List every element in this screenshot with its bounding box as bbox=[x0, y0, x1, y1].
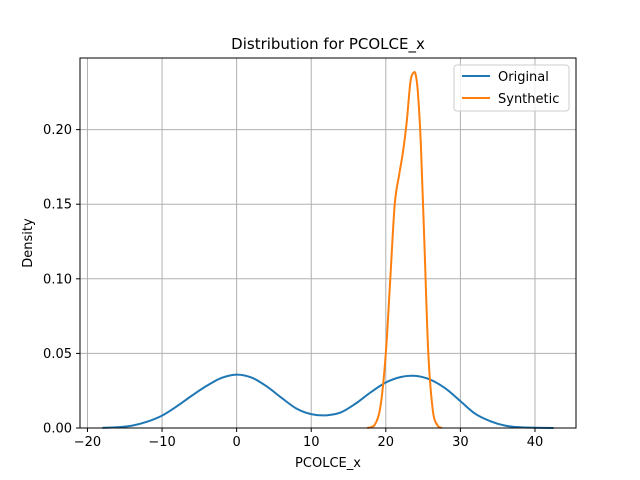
x-tick-label: 0 bbox=[232, 435, 240, 450]
chart-title: Distribution for PCOLCE_x bbox=[231, 35, 425, 54]
x-tick-label: −10 bbox=[148, 435, 175, 450]
x-axis-label: PCOLCE_x bbox=[295, 456, 361, 471]
x-tick-label: 20 bbox=[378, 435, 395, 450]
legend-label-original: Original bbox=[498, 70, 549, 85]
y-tick-label: 0.10 bbox=[43, 272, 72, 287]
y-tick-label: 0.15 bbox=[43, 198, 72, 213]
y-tick-label: 0.00 bbox=[43, 422, 72, 437]
x-tick-label: −20 bbox=[74, 435, 101, 450]
legend-label-synthetic: Synthetic bbox=[498, 92, 559, 107]
y-tick-label: 0.20 bbox=[43, 123, 72, 138]
y-tick-label: 0.05 bbox=[43, 347, 72, 362]
plot-frame bbox=[79, 57, 577, 429]
x-tick-label: 30 bbox=[452, 435, 469, 450]
plot-series bbox=[102, 70, 554, 429]
ticks: −20 −10 0 10 20 30 40 0.00 0.05 0.10 0.15 0.20 bbox=[43, 123, 543, 450]
y-axis-label: Density bbox=[21, 218, 36, 268]
series-line-synthetic bbox=[366, 70, 443, 429]
x-tick-label: 10 bbox=[303, 435, 320, 450]
x-tick-label: 40 bbox=[527, 435, 544, 450]
legend: Original Synthetic bbox=[453, 64, 570, 112]
series-line-original bbox=[102, 373, 554, 429]
